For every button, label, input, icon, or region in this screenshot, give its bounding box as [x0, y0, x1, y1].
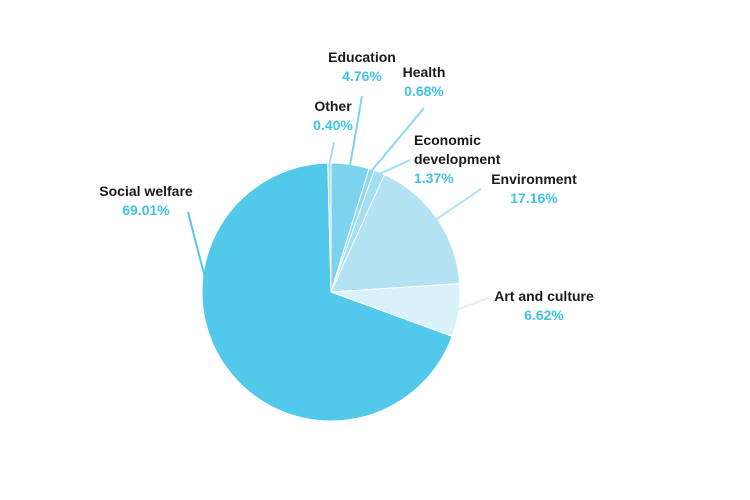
slice-label-art-and-culture: Art and culture [494, 288, 594, 304]
pie-slices [201, 162, 461, 422]
pie-slice-social-welfare [201, 162, 453, 422]
leader-line-other [328, 141, 335, 166]
slice-label-other: Other [314, 98, 352, 114]
leader-line-economic-development [378, 159, 411, 176]
leader-line-education [348, 95, 363, 167]
leader-lines [187, 95, 489, 367]
slice-value-environment: 17.16% [510, 190, 558, 206]
slice-label-economic-development: Economic development [414, 132, 501, 167]
leader-line-art-and-culture [456, 297, 489, 312]
slice-value-art-and-culture: 6.62% [524, 307, 564, 323]
leader-line-social-welfare [187, 211, 229, 367]
leader-line-environment [434, 188, 482, 221]
slice-label-education: Education [328, 49, 396, 65]
leader-line-health [370, 107, 425, 173]
slice-labels: Education 4.76% Health 0.68% Economic develop… [99, 49, 594, 323]
slice-value-other: 0.40% [313, 117, 353, 133]
slice-label-social-welfare: Social welfare [99, 183, 193, 199]
slice-value-education: 4.76% [342, 68, 382, 84]
slice-value-economic-development: 1.37% [414, 170, 454, 186]
slice-label-health: Health [403, 64, 446, 80]
slice-value-health: 0.68% [404, 83, 444, 99]
slice-value-social-welfare: 69.01% [122, 202, 170, 218]
slice-label-environment: Environment [491, 171, 577, 187]
